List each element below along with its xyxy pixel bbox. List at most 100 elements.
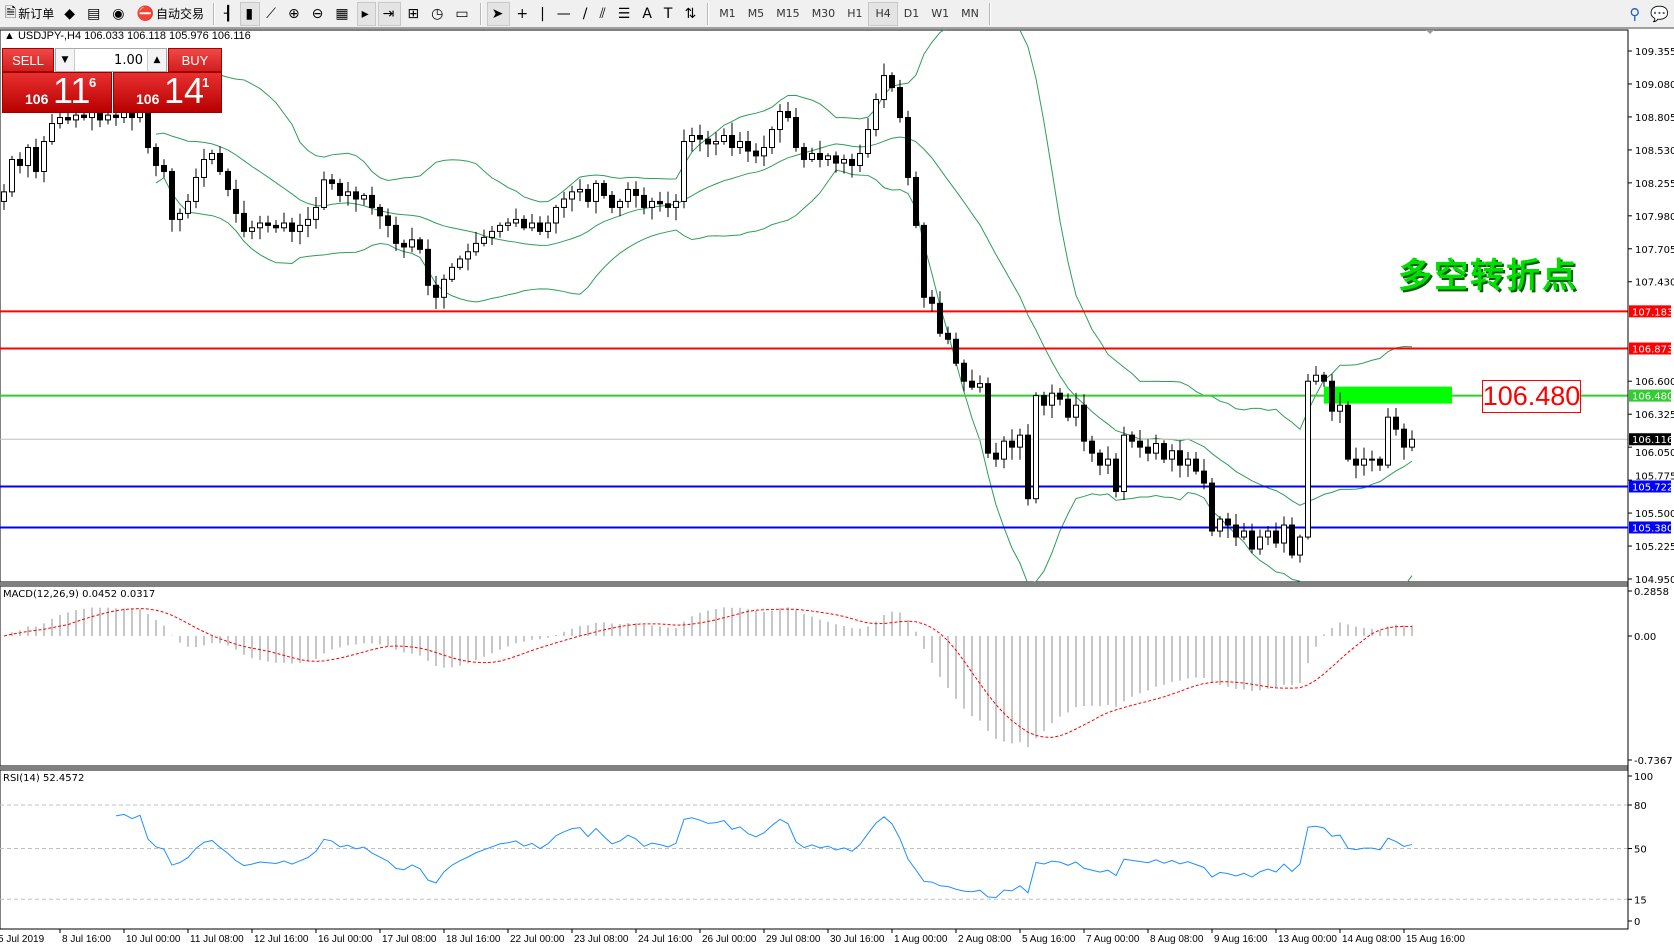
timeframe-mn[interactable]: MN (961, 7, 979, 20)
sell-price[interactable]: 106 11 6 (2, 70, 112, 113)
buy-price[interactable]: 106 14 1 (113, 70, 222, 113)
timeframe-m15[interactable]: M15 (776, 7, 800, 20)
reversal-zone-rectangle[interactable] (1324, 386, 1452, 404)
timeframe-m1[interactable]: M1 (719, 7, 736, 20)
buy-price-prefix: 106 (136, 91, 160, 107)
price-level-label: 106.116 (1632, 435, 1673, 446)
candle (193, 168, 199, 209)
candle-body (33, 146, 39, 172)
candle-body (705, 138, 711, 145)
new-order-button[interactable]: 🗎 新订单 (1, 2, 58, 26)
price-label-annotation[interactable]: 106.480 (1482, 380, 1581, 413)
search-icon[interactable]: ⚲ (1629, 4, 1641, 23)
periods-icon: ◷ (431, 5, 444, 22)
time-axis-label: 22 Jul 00:00 (510, 934, 565, 945)
time-axis-label: 14 Aug 08:00 (1342, 934, 1401, 945)
reversal-point-annotation[interactable]: 多空转折点 (1398, 256, 1578, 296)
timeframe-m30[interactable]: M30 (811, 7, 836, 20)
timeframe-w1[interactable]: W1 (931, 7, 950, 20)
rsi-line (115, 813, 1413, 898)
candle (825, 153, 831, 167)
sell-button[interactable]: SELL (2, 48, 54, 72)
fibonacci-icon: ☰ (617, 5, 631, 22)
auto-scroll-icon: ▸ (361, 5, 369, 22)
signals-button[interactable]: ◉ (108, 2, 130, 26)
candle-body (889, 75, 895, 89)
candle-body (753, 150, 759, 157)
rsi-tick-label: 0 (1634, 917, 1640, 928)
vertical-line-button[interactable]: | (536, 2, 551, 26)
candle (497, 222, 503, 238)
chat-icon[interactable]: 💬 (1650, 4, 1669, 23)
candle-body (417, 239, 423, 250)
timeframe-h4[interactable]: H4 (868, 1, 898, 26)
sell-price-sup: 6 (89, 75, 97, 90)
candle-body (689, 135, 695, 142)
candle (1297, 534, 1303, 563)
equidistant-channel-button[interactable]: ⫽ (596, 2, 612, 26)
candle-body (1073, 404, 1079, 418)
candle (1, 184, 7, 210)
candle-body (529, 222, 535, 229)
auto-scroll-button[interactable]: ▸ (356, 1, 376, 26)
candle (753, 143, 759, 164)
candle-body (457, 258, 463, 268)
text-button[interactable]: A (638, 2, 658, 26)
periods-button[interactable]: ◷ (427, 2, 449, 26)
cursor-button[interactable]: ➤ (486, 1, 511, 26)
lot-increase-icon[interactable]: ▲ (153, 55, 161, 65)
crosshair-button[interactable]: + (512, 2, 534, 26)
zoom-out-button[interactable]: ⊖ (308, 2, 330, 26)
buy-price-sup: 1 (202, 75, 210, 90)
candle-body (505, 222, 511, 226)
horizontal-line-button[interactable]: — (553, 2, 577, 26)
candle-body (1345, 404, 1351, 460)
candle-body (953, 338, 959, 364)
candle (801, 142, 807, 168)
timeframe-m5[interactable]: M5 (747, 7, 765, 20)
trendline-button[interactable]: / (579, 2, 594, 26)
price-tick-label: 106.600 (1635, 377, 1674, 388)
candle-body (1129, 434, 1135, 442)
candle (1225, 512, 1231, 539)
candle-body (873, 99, 879, 131)
candlestick-button[interactable]: ▮ (240, 1, 261, 26)
candle (545, 215, 551, 239)
candle (449, 263, 455, 283)
candle (537, 216, 543, 235)
templates-button[interactable]: ▭ (451, 2, 474, 26)
indicators-icon: ⊞ (407, 5, 420, 22)
text-label-button[interactable]: T (660, 2, 679, 26)
candle-body (593, 182, 599, 202)
fibonacci-button[interactable]: ☰ (614, 2, 637, 26)
chart-shift-button[interactable]: ⇥ (377, 1, 402, 26)
navigator-button[interactable]: ▤ (83, 2, 106, 26)
bar-chart-button[interactable]: ┨ (220, 2, 238, 26)
auto-trading-button[interactable]: ⛔ 自动交易 (133, 2, 208, 26)
candle (345, 182, 351, 206)
arrows-button[interactable]: ⇅ (680, 2, 702, 26)
candle (1249, 523, 1255, 554)
indicators-button[interactable]: ⊞ (403, 2, 425, 26)
candle-body (241, 212, 247, 232)
candle-body (217, 152, 223, 172)
timeframe-h1[interactable]: H1 (847, 7, 863, 20)
candle (665, 191, 671, 218)
buy-button[interactable]: BUY (168, 48, 222, 72)
zoom-in-button[interactable]: ⊕ (284, 2, 306, 26)
candle-body (465, 251, 471, 260)
candle (689, 127, 695, 152)
candle-body (857, 152, 863, 166)
lot-size-input[interactable]: 1.00 (74, 49, 148, 71)
lot-decrease-icon[interactable]: ▼ (61, 55, 69, 65)
candle (529, 213, 535, 232)
line-chart-button[interactable]: ⟋ (262, 2, 282, 26)
candle-body (1169, 450, 1175, 460)
candle-body (1209, 482, 1215, 532)
candle (1185, 451, 1191, 477)
timeframe-d1[interactable]: D1 (903, 7, 920, 20)
market-watch-button[interactable]: ◆ (60, 2, 81, 26)
tile-windows-button[interactable]: ▦ (331, 2, 354, 26)
lot-size-stepper[interactable]: ▼ 1.00 ▲ (55, 48, 167, 72)
